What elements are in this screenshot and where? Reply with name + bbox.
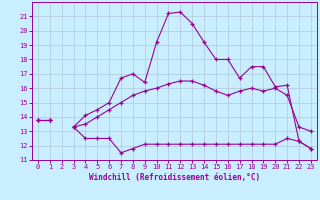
X-axis label: Windchill (Refroidissement éolien,°C): Windchill (Refroidissement éolien,°C): [89, 173, 260, 182]
